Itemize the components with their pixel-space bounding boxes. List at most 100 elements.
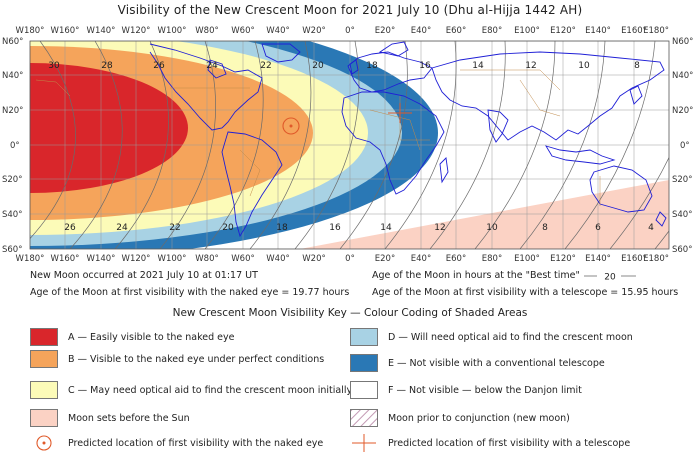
lat-label: N60°	[672, 37, 693, 47]
naked-eye-first-visibility-marker	[282, 117, 300, 135]
lon-label: E180°	[643, 26, 669, 36]
key-moon-sets-label: Moon sets before the Sun	[68, 412, 190, 424]
key-telescope-location-label: Predicted location of first visibility w…	[388, 437, 631, 449]
hour-label: 16	[329, 223, 341, 233]
hour-label: 10	[486, 223, 498, 233]
lon-label: W20°	[302, 26, 325, 36]
hour-line-sample: 20	[583, 272, 636, 281]
lat-label: S20°	[2, 175, 22, 185]
indonesia-coast	[545, 145, 616, 165]
key-prior: Moon prior to conjunction (new moon)	[350, 408, 570, 428]
hour-label: 12	[525, 61, 536, 71]
lon-label: E60°	[446, 254, 466, 264]
australia-coast	[589, 165, 653, 213]
lon-label: W60°	[231, 254, 254, 264]
new-moon-time: New Moon occurred at 2021 July 10 at 01:…	[30, 270, 258, 281]
key-d: D — Will need optical aid to find the cr…	[350, 327, 633, 347]
best-time-label: Age of the Moon in hours at the "Best ti…	[372, 270, 580, 281]
telescope-first-visibility-marker	[388, 103, 412, 123]
map-title: Visibility of the New Crescent Moon for …	[117, 3, 583, 17]
hour-label: 18	[366, 61, 378, 71]
lon-label: W80°	[195, 26, 218, 36]
naked-eye-age: Age of the Moon at first visibility with…	[30, 287, 350, 298]
lon-label: W100°	[158, 26, 187, 36]
hour-label: 30	[48, 61, 60, 71]
hour-label: 4	[648, 223, 654, 233]
lon-label: W40°	[266, 254, 289, 264]
key-a: A — Easily visible to the naked eye	[30, 327, 235, 347]
lon-label: W140°	[87, 26, 116, 36]
key-naked-location: Predicted location of first visibility w…	[30, 433, 323, 453]
lon-label: W140°	[87, 254, 116, 264]
lat-label: S20°	[672, 175, 692, 185]
key-prior-label: Moon prior to conjunction (new moon)	[388, 412, 570, 424]
coastlines	[149, 41, 667, 238]
lon-label: E40°	[411, 254, 431, 264]
scandinavia-coast	[378, 41, 409, 57]
key-f: F — Not visible — below the Danjon limit	[350, 380, 582, 400]
hour-label: 22	[260, 61, 271, 71]
lat-label: N40°	[2, 71, 23, 81]
asia-coast	[431, 51, 665, 141]
hour-label: 6	[595, 223, 601, 233]
lon-label: W80°	[195, 254, 218, 264]
hour-label: 28	[101, 61, 113, 71]
lon-label: 0°	[345, 26, 355, 36]
key-c-label: C — May need optical aid to find the cre…	[68, 384, 353, 396]
zone-e-swatch	[350, 354, 378, 372]
lon-label: E120°	[550, 254, 576, 264]
key-moon-sets: Moon sets before the Sun	[30, 408, 190, 428]
hour-label: 10	[578, 61, 590, 71]
best-time-legend: Age of the Moon in hours at the "Best ti…	[372, 270, 636, 281]
hour-label: 12	[434, 223, 445, 233]
hour-label: 26	[153, 61, 165, 71]
latitude-labels-left: N60° N40° N20° 0° S20° S40° S60°	[2, 37, 23, 255]
map-frame	[29, 40, 670, 250]
telescope-marker-icon	[350, 434, 378, 452]
key-e: E — Not visible with a conventional tele…	[350, 353, 605, 373]
hour-label: 8	[634, 61, 640, 71]
key-b: B — Visible to the naked eye under perfe…	[30, 349, 324, 369]
lon-label: W180°	[16, 26, 45, 36]
telescope-age: Age of the Moon at first visibility with…	[372, 287, 679, 298]
hour-label: 24	[116, 223, 128, 233]
lon-label: W180°	[16, 254, 45, 264]
hour-lines	[30, 41, 669, 249]
lon-label: W20°	[302, 254, 325, 264]
lon-label: W120°	[122, 26, 151, 36]
lon-label: E40°	[411, 26, 431, 36]
moon-sets-region	[300, 180, 669, 249]
longitude-labels-bottom: W180° W160° W140° W120° W100° W80° W60° …	[16, 254, 669, 264]
lon-label: 0°	[345, 254, 355, 264]
uk-coast	[349, 59, 359, 75]
hour-label: 20	[312, 61, 324, 71]
lon-label: E120°	[550, 26, 576, 36]
country-borders	[35, 69, 601, 206]
india-coast	[487, 109, 509, 143]
hour-label: 20	[222, 223, 234, 233]
key-c: C — May need optical aid to find the cre…	[30, 380, 352, 400]
lat-label: N20°	[672, 106, 693, 116]
lon-label: W120°	[122, 254, 151, 264]
zone-f-swatch	[350, 381, 378, 399]
zone-a-swatch	[30, 328, 58, 346]
hour-label: 14	[380, 223, 392, 233]
hour-label: 26	[64, 223, 76, 233]
latitude-labels-right: N60° N40° N20° 0° S20° S40° S60°	[672, 37, 693, 255]
lon-label: W60°	[231, 26, 254, 36]
hour-labels-top: 30 28 26 24 22 20 18 16 14 12 10 8	[48, 61, 640, 71]
hour-label: 16	[419, 61, 431, 71]
lon-label: W100°	[158, 254, 187, 264]
lat-label: N60°	[2, 37, 23, 47]
hour-labels-bottom: 26 24 22 20 18 16 14 12 10 8 6 4	[64, 223, 654, 233]
lat-label: N40°	[672, 71, 693, 81]
key-b-label: B — Visible to the naked eye under perfe…	[68, 353, 325, 365]
zone-b-swatch	[30, 350, 58, 368]
lon-label: E160°	[621, 26, 647, 36]
lat-label: S40°	[672, 210, 692, 220]
lat-label: 0°	[10, 141, 20, 151]
longitude-labels-top: W180° W160° W140° W120° W100° W80° W60° …	[16, 26, 669, 36]
key-e-label: E — Not visible with a conventional tele…	[388, 357, 605, 369]
hour-label: 22	[169, 223, 180, 233]
